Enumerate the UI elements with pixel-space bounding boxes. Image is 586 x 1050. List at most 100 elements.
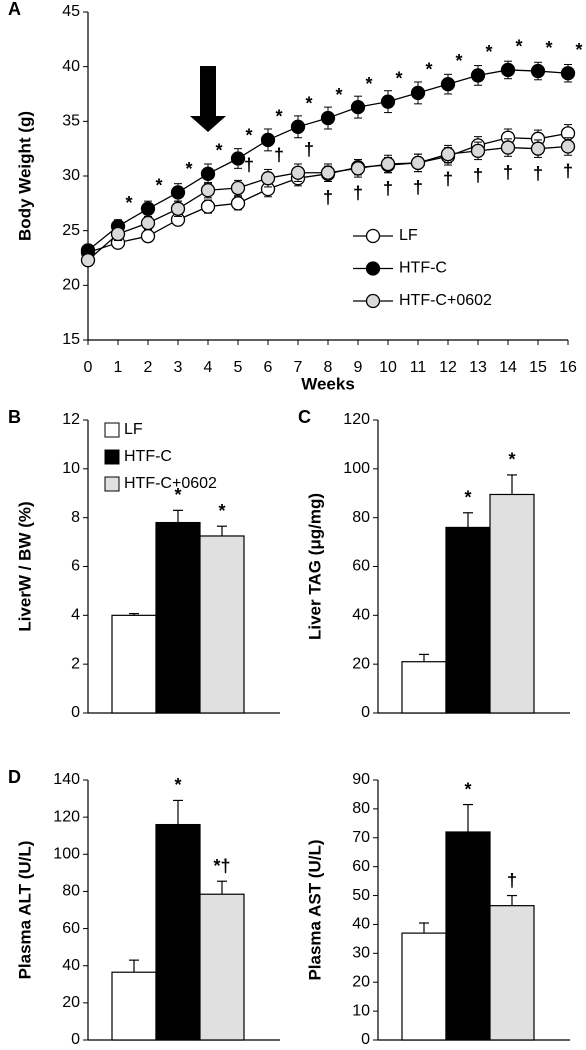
bar (155, 823, 201, 1041)
legend-swatch (104, 422, 120, 438)
point (140, 215, 156, 231)
bar (489, 905, 535, 1041)
significance: * (515, 37, 522, 57)
point (170, 201, 186, 216)
error-bar (419, 653, 429, 662)
significance: * (174, 775, 181, 795)
x-tick-label: 4 (204, 359, 213, 376)
y-tick-label: 20 (62, 994, 80, 1011)
significance: * (185, 159, 192, 179)
point (440, 146, 456, 162)
significance: † (533, 163, 543, 183)
point (470, 68, 486, 83)
significance: * (464, 488, 471, 508)
significance: † (413, 178, 423, 198)
point (380, 156, 396, 172)
significance: * (215, 141, 222, 161)
x-tick-label: 6 (264, 359, 273, 376)
bar (489, 493, 535, 714)
significance: * (245, 125, 252, 145)
bar (155, 521, 201, 714)
point (230, 151, 246, 166)
significance: * (305, 94, 312, 114)
significance: † (323, 187, 333, 207)
bar (401, 661, 447, 714)
point (560, 66, 576, 81)
bar (401, 932, 447, 1041)
x-tick-label: 12 (439, 359, 457, 376)
significance: * (485, 42, 492, 62)
significance: † (563, 161, 573, 181)
point (290, 119, 306, 134)
point (200, 199, 216, 214)
significance: * (508, 450, 515, 470)
significance: † (304, 139, 314, 159)
legend-marker (365, 261, 381, 276)
error-bar (173, 799, 183, 825)
y-tick-label: 40 (352, 916, 370, 933)
x-tick-label: 2 (144, 359, 153, 376)
significance: * (174, 485, 181, 505)
bar (199, 535, 245, 714)
y-axis-title: Plasma ALT (U/L) (15, 841, 34, 980)
error-bar (129, 959, 139, 973)
y-tick-label: 12 (62, 411, 80, 428)
point (410, 155, 426, 171)
x-tick-label: 16 (559, 359, 577, 376)
point (320, 110, 336, 126)
x-tick-label: 9 (354, 359, 363, 376)
significance: * (425, 60, 432, 80)
panel-label: A (8, 0, 21, 19)
point (200, 166, 216, 181)
significance: * (218, 501, 225, 521)
series-line (87, 69, 569, 251)
point (140, 201, 156, 216)
y-tick-label: 70 (352, 829, 370, 846)
y-tick-label: 140 (53, 771, 80, 788)
y-tick-label: 50 (352, 887, 370, 904)
y-tick-label: 100 (53, 846, 80, 863)
error-bar (507, 894, 517, 906)
arrow (190, 66, 226, 132)
y-tick-label: 20 (352, 973, 370, 990)
panel-label: D (8, 767, 21, 787)
y-tick-label: 0 (71, 1031, 80, 1048)
y-tick-label: 80 (352, 800, 370, 817)
error-bar (463, 803, 473, 832)
y-tick-label: 8 (71, 509, 80, 526)
x-tick-label: 13 (469, 359, 487, 376)
y-tick-label: 40 (62, 957, 80, 974)
error-bar (217, 880, 227, 895)
point (230, 180, 246, 196)
significance: * (275, 107, 282, 127)
legend-label: HTF-C+0602 (124, 475, 217, 492)
significance: † (443, 169, 453, 189)
x-tick-label: 15 (529, 359, 547, 376)
significance: * (335, 85, 342, 105)
x-tick-label: 1 (114, 359, 123, 376)
y-tick-label: 120 (343, 411, 370, 428)
significance: † (473, 166, 483, 186)
y-tick-label: 10 (62, 460, 80, 477)
significance: *† (213, 856, 230, 876)
x-tick-label: 14 (499, 359, 517, 376)
point (230, 196, 246, 211)
error-bar (419, 922, 429, 934)
x-tick-label: 5 (234, 359, 243, 376)
error-bar (217, 525, 227, 536)
y-tick-label: 60 (62, 920, 80, 937)
y-tick-label: 100 (343, 460, 370, 477)
x-axis-title: Weeks (301, 374, 355, 393)
significance: † (503, 162, 513, 182)
point (380, 94, 396, 109)
legend-label: HTF-C+0602 (399, 292, 492, 309)
point (200, 183, 216, 198)
legend-label: LF (124, 421, 143, 438)
significance: † (244, 155, 254, 175)
legend-swatch (104, 476, 120, 492)
x-tick-label: 7 (294, 359, 303, 376)
legend-marker (365, 228, 381, 244)
significance: * (395, 68, 402, 88)
legend-label: HTF-C (124, 448, 172, 465)
significance: * (575, 40, 582, 60)
